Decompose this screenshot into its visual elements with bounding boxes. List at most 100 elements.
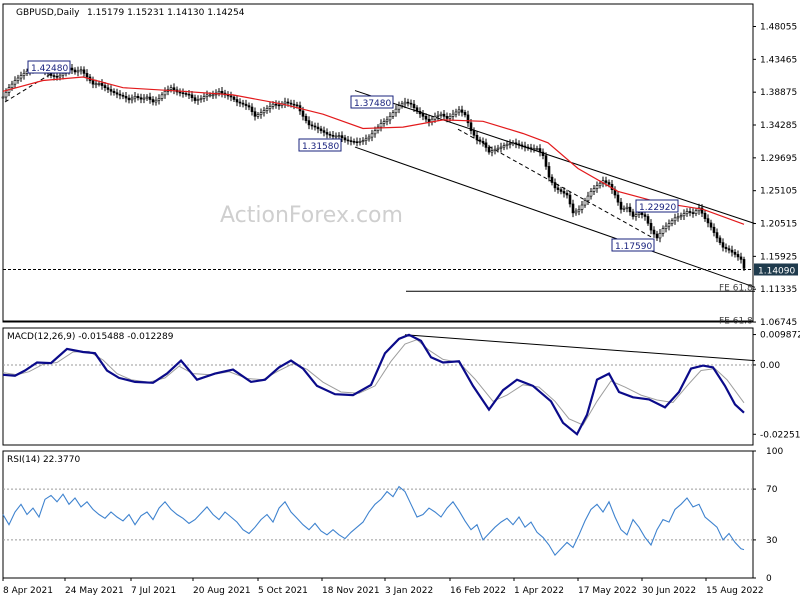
candle-body [382,121,386,124]
candle-body [571,203,575,214]
candle-body [703,212,707,219]
candle-body [325,132,329,135]
candle-body [304,116,308,121]
candle-body [85,73,89,78]
candle-body [463,112,467,116]
candle-body [694,210,698,214]
candle-body [274,103,278,106]
macd-panel [2,333,756,436]
candle-body [526,146,530,149]
candle-body [286,101,290,104]
candle-body [517,143,521,146]
candle-body [415,107,419,112]
candle-body [220,90,224,94]
x-tick-label: 17 May 2022 [578,586,637,596]
candle-body [421,113,425,117]
candle-body [157,98,161,101]
candle-body [94,83,98,86]
panel-frames [2,3,754,579]
candle-body [112,90,116,94]
candle-body [277,104,281,107]
candle-body [100,83,104,86]
candle-body [535,148,539,150]
candle-body [181,92,185,95]
x-tick-label: 15 Aug 2022 [706,586,764,596]
candle-body [76,70,80,73]
candle-body [667,223,671,227]
candle-body [289,102,293,105]
candle-body [736,254,740,258]
candle-body [148,96,152,100]
candle-body [511,142,515,145]
candle-body [139,97,143,100]
candle-body [541,151,545,156]
rsi-title: RSI(14) 22.3770 [7,455,80,465]
y-tick-label: 70 [766,485,778,495]
candle-body [142,97,146,100]
candle-body [283,101,287,105]
level-label: 1.42480 [31,64,68,74]
y-tick-label: 1.11335 [760,285,797,295]
candle-body [592,188,596,192]
candle-body [19,75,23,79]
fe-label: FE 61.8 [719,283,753,293]
candle-body [70,67,74,71]
candle-body [655,233,659,239]
candle-body [499,146,503,149]
channel-line [354,146,756,288]
panel-frame [2,327,754,446]
candle-body [391,112,395,117]
moving-average-line [2,76,745,225]
macd-trend-line [404,334,756,362]
panel-frame [2,3,754,323]
candle-body [637,212,641,215]
candle-body [718,237,722,243]
candle-body [316,126,320,130]
candle-body [409,102,413,105]
watermark: ActionForex.com [220,203,403,228]
candle-body [310,124,314,127]
x-tick-label: 1 Apr 2022 [514,586,564,596]
candle-body [670,220,674,224]
level-box [298,138,342,152]
x-tick-label: 3 Jan 2022 [385,586,433,596]
candle-body [190,94,194,99]
candle-body [733,251,737,255]
x-tick-label: 20 Aug 2021 [193,586,251,596]
level-box [27,60,71,74]
candle-body [202,96,206,99]
candle-body [490,150,494,153]
candle-body [664,225,668,229]
candle-body [640,212,644,215]
candle-body [106,87,110,90]
candle-body [598,182,602,187]
candle-body [352,141,356,143]
candle-body [97,83,101,85]
candle-body [4,92,8,98]
candle-body [163,90,167,96]
candle-body [205,94,209,97]
candle-body [556,187,560,190]
candle-body [232,96,236,100]
candle-body [91,80,95,85]
x-tick-label: 16 Feb 2022 [450,586,506,596]
candle-body [553,182,557,189]
candle-body [715,232,719,239]
candle-body [208,94,212,97]
candle-body [229,95,233,98]
level-label: 1.31580 [302,142,339,152]
candle-body [253,111,257,117]
y-tick-label: 0.009872 [760,331,800,341]
candle-body [319,128,323,131]
candle-body [616,194,620,203]
candle-body [550,176,554,183]
candle-body [367,136,371,140]
fe-label: FE 61.8 [719,317,753,327]
candle-body [478,139,482,142]
candle-body [451,113,455,117]
y-tick-label: 1.34285 [760,121,797,131]
candle-body [211,94,215,97]
candle-body [466,114,470,124]
candle-body [121,94,125,97]
